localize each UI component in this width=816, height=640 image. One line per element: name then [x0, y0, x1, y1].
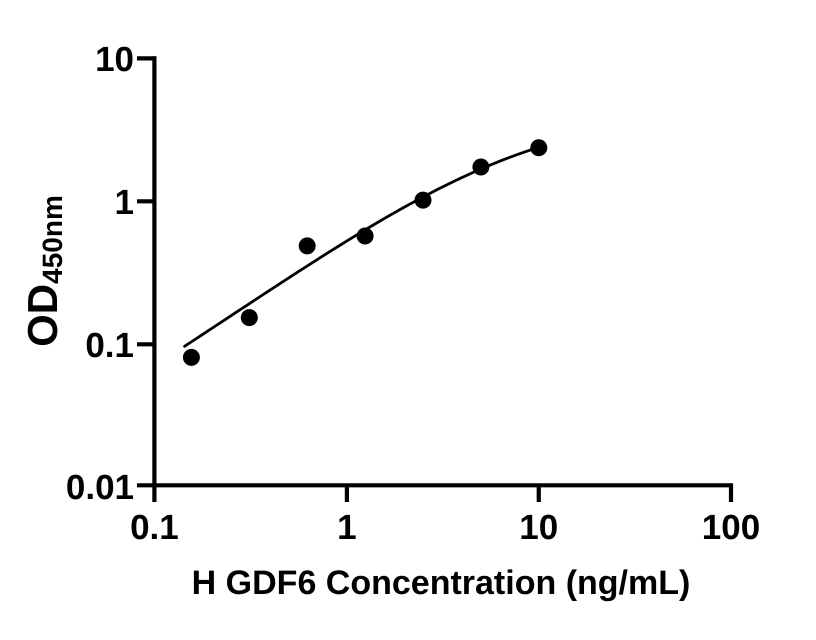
svg-text:0.1: 0.1 [85, 326, 134, 365]
svg-text:0.01: 0.01 [66, 468, 134, 507]
svg-text:100: 100 [702, 508, 760, 547]
svg-text:H GDF6 Concentration (ng/mL): H GDF6 Concentration (ng/mL) [192, 564, 691, 602]
svg-text:0.1: 0.1 [130, 508, 179, 547]
svg-text:10: 10 [95, 40, 134, 79]
svg-text:1: 1 [115, 183, 134, 222]
svg-text:10: 10 [519, 508, 558, 547]
svg-text:1: 1 [337, 508, 356, 547]
svg-text:OD450nm: OD450nm [19, 195, 68, 347]
